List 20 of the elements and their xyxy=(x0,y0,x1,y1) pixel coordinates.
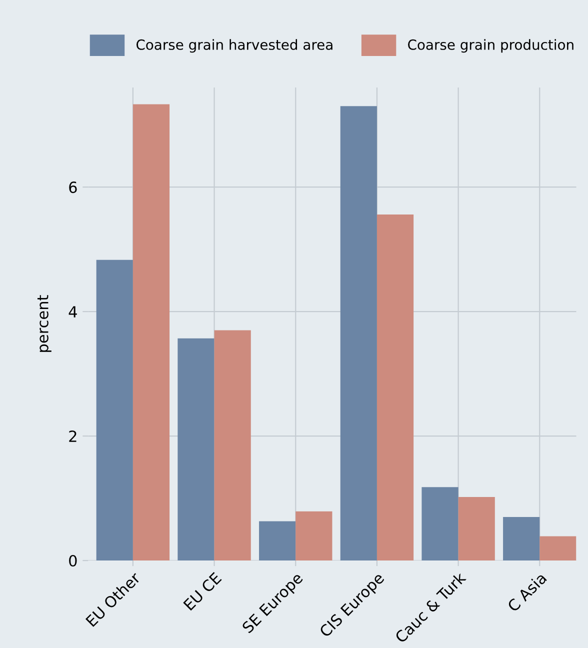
y-tick-label: 6 xyxy=(69,182,77,194)
legend-label: Coarse grain harvested area xyxy=(136,39,332,53)
y-axis-title: percent xyxy=(37,295,52,352)
bar xyxy=(503,516,540,561)
x-tick-label: EU CE xyxy=(182,572,222,611)
bar xyxy=(96,260,133,561)
bar xyxy=(259,521,296,561)
y-tick-label: 0 xyxy=(69,554,77,567)
y-tick-label: 4 xyxy=(68,306,77,318)
legend-label: Coarse grain production xyxy=(408,39,574,53)
bar xyxy=(340,106,377,561)
bar xyxy=(132,104,170,561)
bar xyxy=(540,536,576,561)
bar xyxy=(178,338,214,561)
bar xyxy=(214,330,251,561)
bar xyxy=(422,487,458,561)
bar xyxy=(458,497,495,561)
bar xyxy=(376,214,414,561)
y-tick-label: 2 xyxy=(69,430,76,442)
bar xyxy=(296,511,332,561)
